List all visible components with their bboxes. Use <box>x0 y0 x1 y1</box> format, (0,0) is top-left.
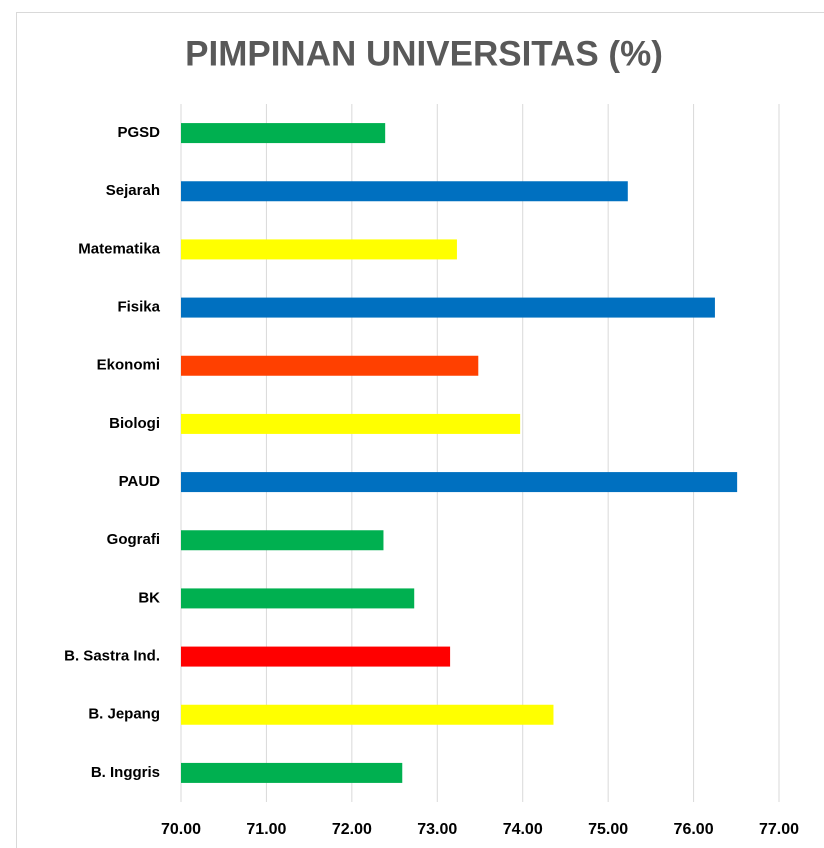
bar <box>181 704 554 725</box>
bar <box>181 588 415 609</box>
x-tick-label: 71.00 <box>246 821 286 838</box>
bar <box>181 413 521 434</box>
x-tick-label: 74.00 <box>503 821 543 838</box>
y-tick-label: Fisika <box>117 299 160 316</box>
y-tick-label: PAUD <box>119 473 161 490</box>
y-tick-label: B. Jepang <box>88 706 160 723</box>
y-tick-label: B. Inggris <box>91 764 160 781</box>
bar <box>181 530 384 551</box>
y-tick-label: BK <box>138 589 160 606</box>
bar <box>181 123 386 144</box>
bar <box>181 297 715 318</box>
y-tick-label: Ekonomi <box>97 357 160 374</box>
y-tick-label: Matematika <box>78 240 160 257</box>
bar <box>181 181 628 202</box>
y-tick-label: Gografi <box>107 531 160 548</box>
x-tick-label: 73.00 <box>417 821 457 838</box>
chart-title: PIMPINAN UNIVERSITAS (%) <box>185 34 663 73</box>
y-tick-label: PGSD <box>117 124 160 141</box>
bar <box>181 239 457 260</box>
bar <box>181 472 738 493</box>
x-tick-label: 72.00 <box>332 821 372 838</box>
x-tick-label: 76.00 <box>674 821 714 838</box>
y-tick-label: B. Sastra Ind. <box>64 648 160 665</box>
x-tick-label: 77.00 <box>759 821 799 838</box>
bar <box>181 355 479 376</box>
x-tick-label: 70.00 <box>161 821 201 838</box>
y-tick-label: Sejarah <box>106 182 160 199</box>
x-tick-label: 75.00 <box>588 821 628 838</box>
bar <box>181 762 403 783</box>
y-tick-label: Biologi <box>109 415 160 432</box>
bar <box>181 646 451 667</box>
